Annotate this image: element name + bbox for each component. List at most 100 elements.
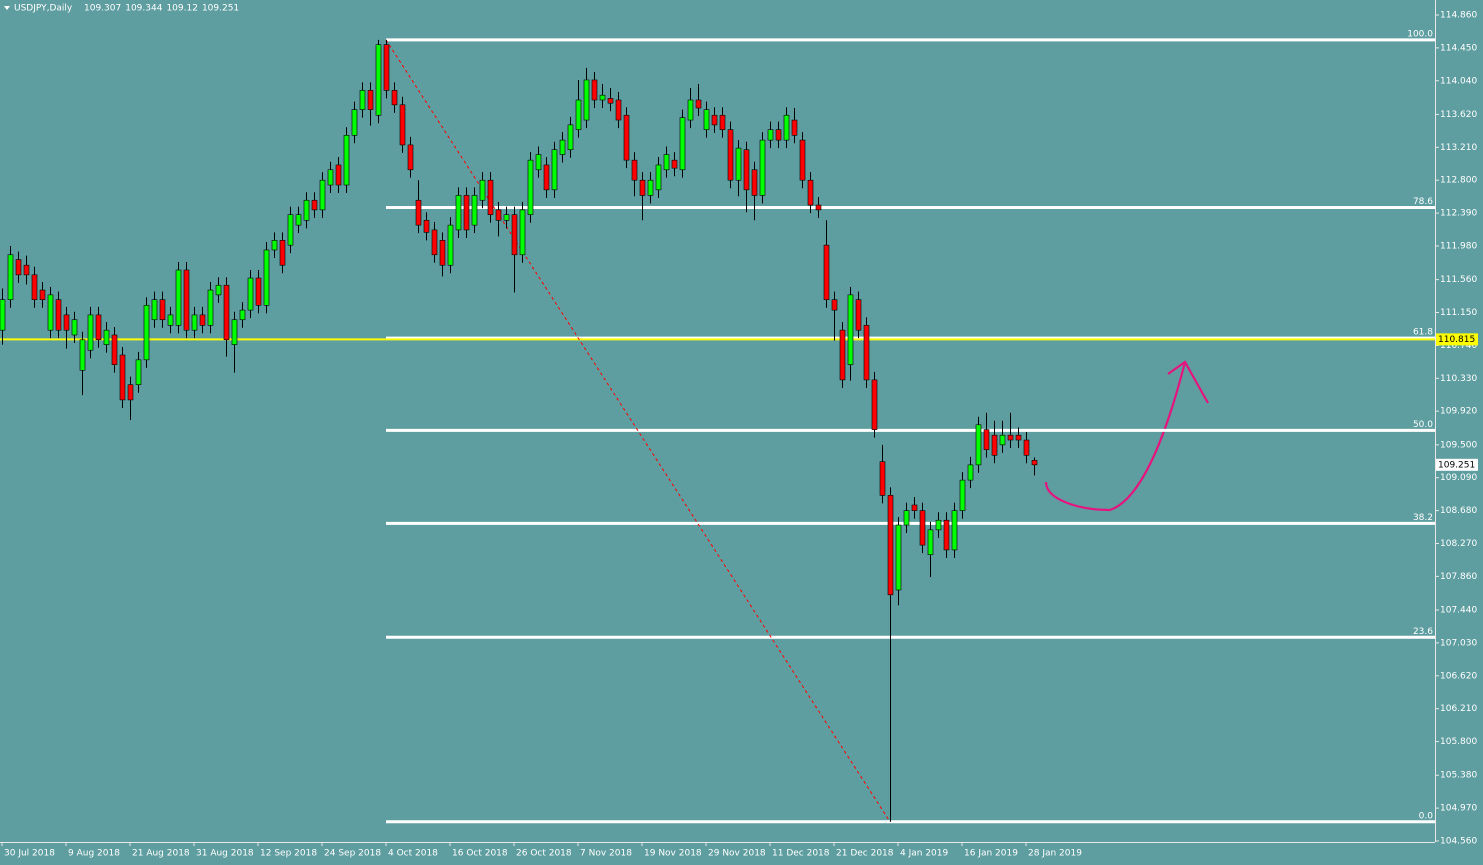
- x-tick-label: 21 Dec 2018: [836, 849, 894, 859]
- candle-body: [999, 434, 1006, 446]
- candle-body: [943, 519, 950, 551]
- candle-body: [535, 154, 542, 171]
- candle-body: [559, 139, 566, 155]
- candle-body: [423, 219, 430, 233]
- candle-body: [855, 299, 862, 331]
- candle-body: [327, 169, 334, 186]
- candle-body: [95, 314, 102, 341]
- last-price-label: 109.251: [1438, 460, 1475, 470]
- trendline: [385, 39, 891, 823]
- candle-body: [847, 294, 854, 365]
- candle-body: [295, 214, 302, 226]
- candle-body: [63, 314, 70, 331]
- fib-label: 61.8: [1413, 328, 1433, 338]
- candle-body: [823, 244, 830, 300]
- candle-body: [311, 199, 318, 211]
- chart-title: USDJPY,Daily: [14, 4, 73, 14]
- x-tick-label: 29 Nov 2018: [708, 849, 766, 859]
- candle-body: [183, 269, 190, 331]
- candle-body: [399, 104, 406, 146]
- y-tick-label: 106.210: [1440, 704, 1477, 714]
- y-tick-label: 114.860: [1440, 11, 1477, 21]
- candle-body: [671, 159, 678, 169]
- candle-body: [23, 264, 30, 276]
- last-price-box: [1436, 458, 1478, 471]
- x-tick-label: 24 Sep 2018: [324, 849, 381, 859]
- candle-body: [471, 195, 478, 226]
- candle-body: [119, 354, 126, 401]
- x-tick-label: 21 Aug 2018: [132, 849, 190, 859]
- x-tick-label: 4 Jan 2019: [900, 849, 948, 859]
- candle-body: [807, 179, 814, 206]
- candle-body: [831, 299, 838, 311]
- candle-body: [207, 289, 214, 326]
- y-tick-label: 112.390: [1440, 209, 1477, 219]
- candle-body: [1015, 434, 1022, 441]
- y-tick-label: 107.030: [1440, 638, 1477, 648]
- candle-body: [87, 314, 94, 351]
- candle-body: [695, 99, 702, 109]
- pink-arrow: [1044, 360, 1209, 512]
- header-ohlc: 109.344: [125, 4, 162, 14]
- candle-body: [495, 209, 502, 221]
- candle-body: [791, 119, 798, 136]
- candle-body: [199, 314, 206, 326]
- fib-label: 78.6: [1413, 197, 1433, 207]
- y-tick-label: 111.980: [1440, 241, 1477, 251]
- fib-label: 50.0: [1413, 420, 1433, 430]
- fib-label: 100.0: [1407, 29, 1433, 39]
- candle-body: [15, 259, 22, 276]
- candle-body: [983, 429, 990, 450]
- candle-body: [575, 99, 582, 130]
- candle-body: [991, 434, 998, 456]
- x-tick-label: 19 Nov 2018: [644, 849, 702, 859]
- candle-body: [887, 495, 894, 596]
- candle-body: [967, 464, 974, 481]
- candle-body: [591, 79, 598, 101]
- candle-body: [191, 314, 198, 331]
- candle-body: [799, 139, 806, 181]
- x-tick-label: 16 Jan 2019: [964, 849, 1018, 859]
- x-tick-label: 12 Sep 2018: [260, 849, 317, 859]
- y-tick-label: 114.450: [1440, 43, 1477, 53]
- y-tick-label: 104.560: [1440, 837, 1477, 847]
- candle-body: [479, 179, 486, 201]
- candle-body: [935, 519, 942, 531]
- candle-body: [0, 299, 6, 331]
- header-ohlc: 109.251: [202, 4, 239, 14]
- candle-body: [159, 299, 166, 321]
- candle-body: [303, 199, 310, 221]
- candle-body: [343, 134, 350, 186]
- candle-body: [711, 114, 718, 126]
- candle-body: [7, 254, 14, 300]
- candle-body: [759, 139, 766, 196]
- fib-label: 23.6: [1413, 627, 1433, 637]
- candle-body: [367, 90, 374, 110]
- menu-triangle[interactable]: [4, 6, 10, 10]
- x-tick-label: 11 Dec 2018: [772, 849, 830, 859]
- fib-label: 0.0: [1419, 811, 1434, 821]
- candle-body: [751, 169, 758, 196]
- candle-body: [391, 90, 398, 106]
- x-tick-label: 28 Jan 2019: [1028, 849, 1082, 859]
- candle-body: [247, 277, 254, 311]
- y-tick-label: 109.500: [1440, 440, 1477, 450]
- candle-body: [383, 44, 390, 91]
- candle-body: [687, 99, 694, 121]
- candle-body: [599, 94, 606, 101]
- y-tick-label: 111.560: [1440, 275, 1477, 285]
- header-ohlc: 109.12: [166, 4, 198, 14]
- y-tick-label: 108.680: [1440, 506, 1477, 516]
- candle-body: [263, 249, 270, 306]
- hline-price-label: 110.815: [1438, 335, 1475, 345]
- candle-body: [1023, 439, 1030, 456]
- candle-body: [151, 299, 158, 321]
- candle-body: [959, 479, 966, 511]
- candle-body: [447, 224, 454, 266]
- candle-body: [911, 504, 918, 511]
- x-tick-label: 16 Oct 2018: [452, 849, 508, 859]
- header-ohlc: 109.307: [84, 4, 121, 14]
- candle-body: [655, 164, 662, 191]
- y-tick-label: 112.800: [1440, 176, 1477, 186]
